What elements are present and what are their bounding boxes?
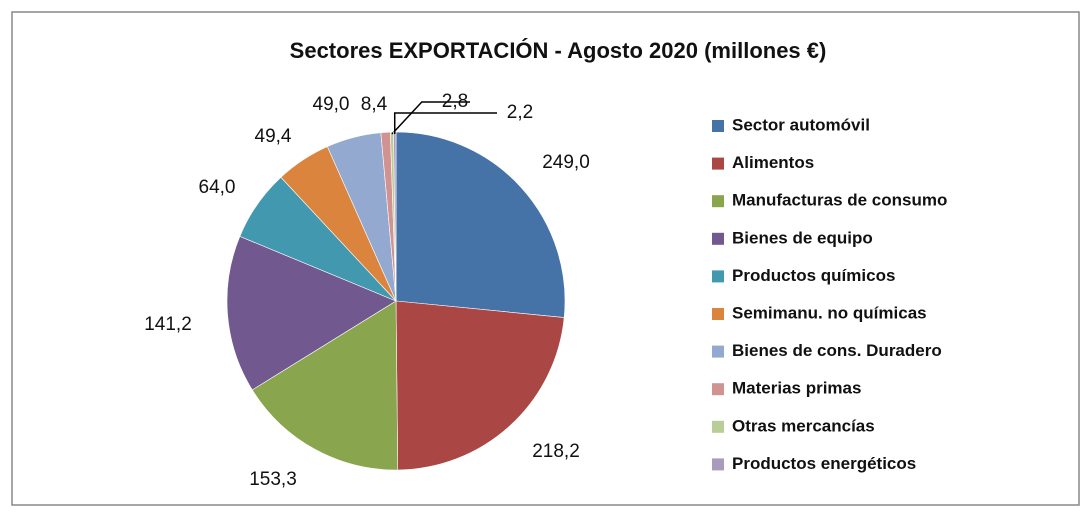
legend-label: Sector automóvil [732,115,870,134]
legend-swatch [712,232,724,245]
legend-swatch [712,345,724,358]
pie-slice [395,131,566,318]
data-label: 49,4 [255,126,292,147]
data-label: 249,0 [542,152,590,173]
data-label: 49,0 [313,94,350,115]
data-label: 153,3 [249,469,297,490]
data-label: 218,2 [532,441,580,462]
data-label: 2,8 [442,91,468,112]
legend-label: Productos químicos [732,266,895,285]
legend-label: Productos energéticos [732,454,916,473]
legend-swatch [712,308,724,320]
pie-slice [251,300,399,471]
legend-label: Manufacturas de consumo [732,191,947,210]
legend-label: Bienes de equipo [732,228,873,247]
data-label: 64,0 [199,177,236,198]
legend-swatch [712,420,724,433]
legend-swatch [712,270,724,283]
legend-swatch [712,157,724,170]
legend-swatch [712,120,724,132]
pie-slice [395,300,565,471]
legend-swatch [712,195,724,208]
legend-swatch [712,383,724,396]
legend-label: Semimanu. no químicas [732,303,927,322]
chart-title: Sectores EXPORTACIÓN - Agosto 2020 (mill… [290,38,827,63]
legend-label: Alimentos [732,153,814,172]
data-label: 2,2 [507,102,533,123]
pie-slice [226,235,397,391]
leader-line [391,101,470,135]
legend-label: Bienes de cons. Duradero [732,341,942,360]
legend-label: Otras mercancías [732,416,875,435]
data-label: 8,4 [361,94,388,115]
legend-swatch [712,458,724,471]
legend-label: Materias primas [732,379,861,398]
data-label: 141,2 [144,314,192,335]
leader-line [393,112,497,135]
